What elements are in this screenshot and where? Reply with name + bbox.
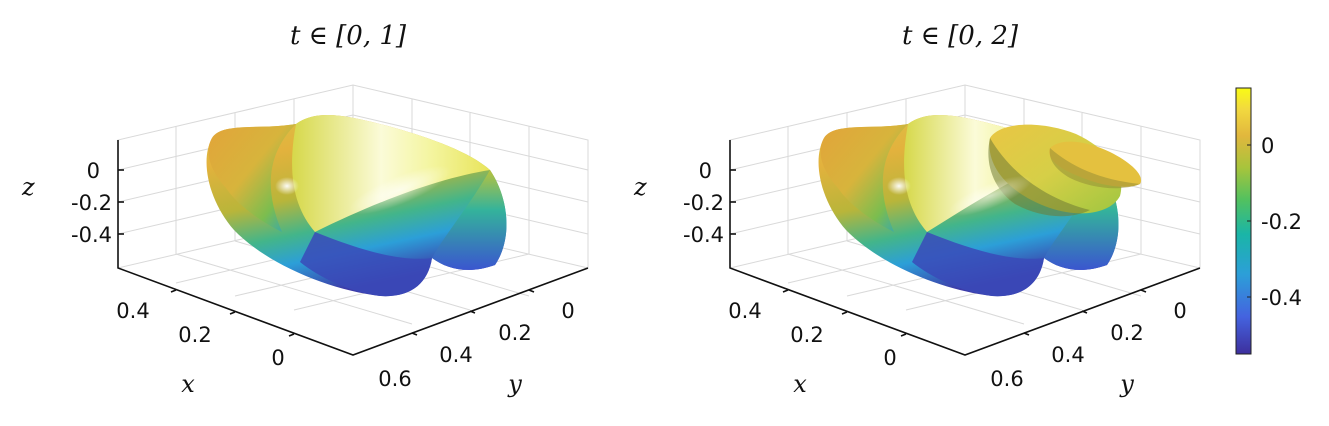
y-tick-label: 0.6: [378, 367, 411, 391]
subplot-2-z-ticks: 0 -0.2 -0.4: [683, 159, 724, 247]
z-tick-label: -0.2: [683, 191, 724, 215]
subplot-2-y-ticks: 0 0.2 0.4 0.6: [990, 299, 1186, 391]
subplot-1: t ∈ [0, 1]: [21, 21, 589, 398]
x-tick-label: 0.4: [116, 299, 149, 323]
y-tick-label: 0.2: [1110, 321, 1143, 345]
subplot-2-x-ticks: 0.4 0.2 0: [728, 299, 896, 370]
x-tick-label: 0: [271, 346, 284, 370]
x-tick-label: 0: [883, 346, 896, 370]
y-tick-label: 0: [561, 299, 574, 323]
colorbar: 0 -0.2 -0.4: [1235, 87, 1302, 355]
x-axis-label: x: [181, 370, 195, 398]
colorbar-tick-label: -0.2: [1261, 210, 1302, 234]
x-tick-label: 0.4: [728, 299, 761, 323]
y-axis-label: y: [507, 370, 522, 398]
subplot-1-surface: [206, 115, 507, 297]
x-tick-label: 0.2: [178, 323, 211, 347]
y-tick-label: 0.6: [990, 367, 1023, 391]
z-axis-label: z: [21, 173, 35, 201]
subplot-2-surface: [818, 115, 1142, 297]
colorbar-tick-label: -0.4: [1261, 286, 1302, 310]
colorbar-tick-label: 0: [1261, 134, 1274, 158]
subplot-1-y-ticks: 0 0.2 0.4 0.6: [378, 299, 574, 391]
colorbar-ticks: 0 -0.2 -0.4: [1247, 134, 1302, 310]
z-tick-label: 0: [699, 159, 712, 183]
subplot-1-axes: [117, 140, 589, 356]
y-axis-label: y: [1119, 370, 1134, 398]
subplot-2-title: t ∈ [0, 2]: [902, 21, 1019, 51]
x-axis-label: x: [793, 370, 807, 398]
x-tick-label: 0.2: [790, 323, 823, 347]
z-axis-label: z: [633, 173, 647, 201]
subplot-2-axes: [729, 140, 1201, 356]
subplot-1-title: t ∈ [0, 1]: [290, 21, 407, 51]
subplot-2: t ∈ [0, 2]: [633, 21, 1201, 398]
y-tick-label: 0.4: [439, 343, 472, 367]
z-tick-label: 0: [87, 159, 100, 183]
z-tick-label: -0.4: [683, 223, 724, 247]
z-tick-label: -0.4: [71, 223, 112, 247]
subplot-1-x-ticks: 0.4 0.2 0: [116, 299, 284, 370]
y-tick-label: 0.4: [1051, 343, 1084, 367]
z-tick-label: -0.2: [71, 191, 112, 215]
subplot-1-z-ticks: 0 -0.2 -0.4: [71, 159, 112, 247]
y-tick-label: 0.2: [498, 321, 531, 345]
y-tick-label: 0: [1173, 299, 1186, 323]
